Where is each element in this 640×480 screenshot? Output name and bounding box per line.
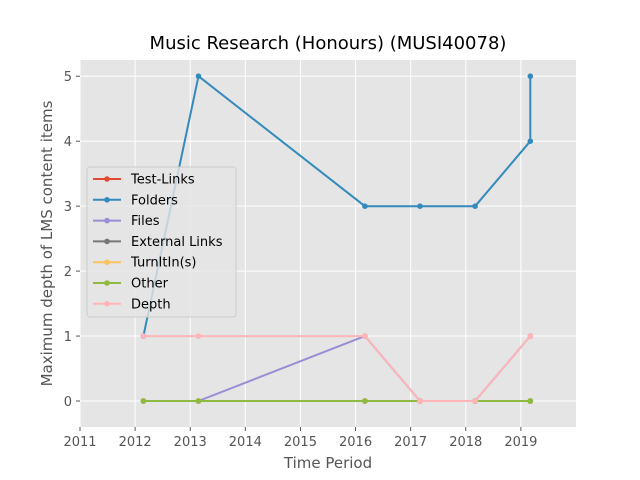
- data-point: [527, 333, 534, 339]
- x-tick-label: 2018: [449, 435, 482, 450]
- y-tick-label: 5: [64, 70, 72, 85]
- data-point: [527, 398, 534, 404]
- legend-label: Folders: [131, 193, 178, 208]
- x-tick-label: 2011: [63, 435, 96, 450]
- legend-label: Files: [131, 214, 160, 229]
- x-tick-label: 2015: [284, 435, 317, 450]
- data-point: [417, 203, 423, 209]
- data-point: [527, 73, 534, 79]
- legend-marker: [104, 301, 110, 307]
- data-point: [362, 203, 368, 209]
- legend-marker: [104, 238, 110, 245]
- data-point: [195, 73, 202, 79]
- data-point: [472, 398, 478, 404]
- data-point: [140, 398, 147, 404]
- legend-label: Other: [131, 277, 169, 292]
- legend-label: Depth: [131, 297, 171, 312]
- data-point: [362, 398, 368, 404]
- y-tick-label: 2: [64, 265, 72, 280]
- legend-label: TurnItIn(s): [130, 256, 196, 271]
- data-point: [195, 333, 202, 339]
- legend-item: Files: [93, 214, 160, 229]
- series-layer: [140, 73, 534, 404]
- data-point: [195, 398, 202, 404]
- legend-marker: [104, 259, 110, 266]
- y-tick-label: 1: [64, 330, 72, 345]
- x-axis-label: Time Period: [283, 454, 372, 472]
- data-point: [362, 333, 368, 339]
- legend-item: Test-Links: [93, 173, 195, 188]
- legend-item: External Links: [93, 235, 223, 250]
- x-tick-label: 2017: [394, 435, 427, 450]
- y-axis-label: Maximum depth of LMS content items: [38, 100, 56, 386]
- data-point: [140, 333, 147, 339]
- data-point: [527, 138, 534, 144]
- legend-marker: [104, 280, 110, 286]
- legend-label: Test-Links: [130, 173, 195, 188]
- legend-marker: [104, 217, 110, 224]
- legend-item: Other: [93, 277, 169, 292]
- legend-item: Depth: [93, 297, 171, 312]
- legend-item: Folders: [93, 193, 178, 208]
- x-tick-label: 2014: [229, 435, 262, 450]
- x-tick-label: 2013: [174, 435, 207, 450]
- data-point: [472, 203, 478, 209]
- data-point: [417, 398, 423, 404]
- legend-box: [86, 166, 237, 318]
- legend-item: TurnItIn(s): [93, 256, 196, 271]
- y-tick-label: 4: [64, 135, 72, 150]
- chart-title: Music Research (Honours) (MUSI40078): [150, 33, 507, 54]
- y-tick-label: 3: [64, 200, 72, 215]
- x-tick-label: 2019: [504, 435, 537, 450]
- series-line: [143, 335, 532, 402]
- axis-ticks: 2011 2012 2013 2014 2015 2016 2017 2018 2019 0 1 2 3…: [63, 70, 537, 450]
- x-tick-label: 2012: [119, 435, 152, 450]
- series-depth: [140, 333, 534, 404]
- legend-label: External Links: [131, 235, 223, 250]
- legend-marker: [104, 197, 110, 203]
- y-tick-label: 0: [64, 395, 72, 410]
- legend-marker: [104, 176, 110, 182]
- legend: Test-Links Folders Files External Links Turn…: [86, 166, 237, 318]
- x-tick-label: 2016: [339, 435, 372, 450]
